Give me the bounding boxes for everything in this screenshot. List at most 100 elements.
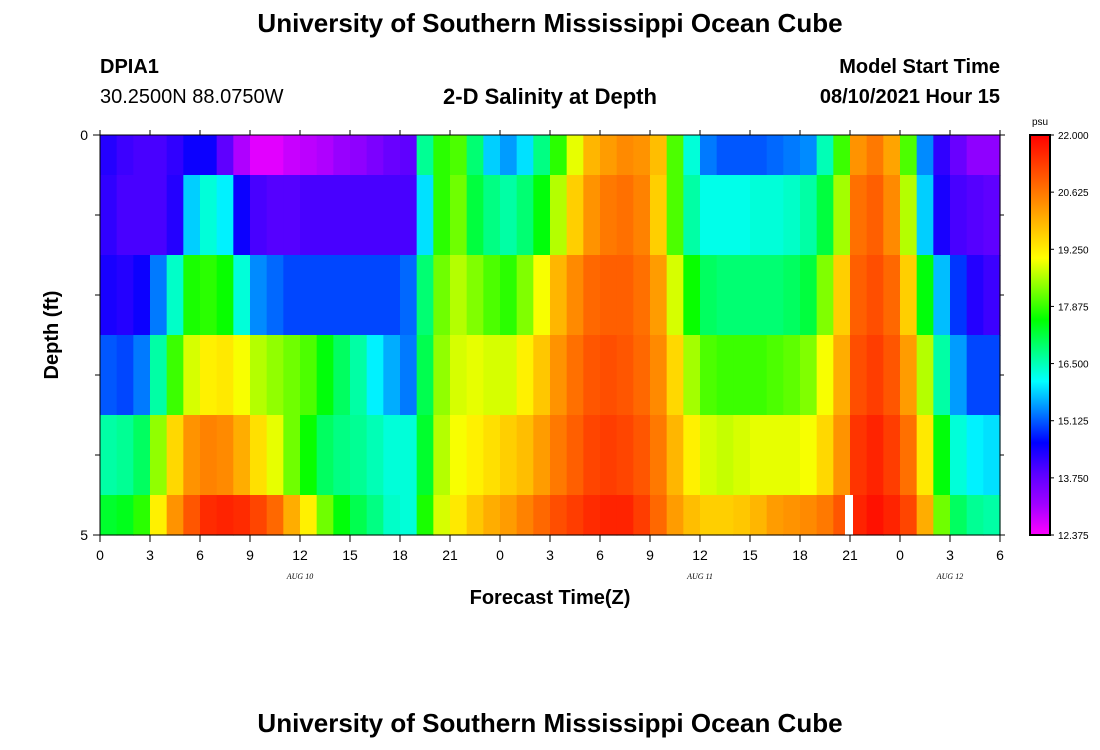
heatmap-cell xyxy=(316,415,334,496)
heatmap-cell xyxy=(583,495,601,536)
heatmap-cell xyxy=(316,335,334,416)
x-tick-label: 21 xyxy=(842,547,858,563)
heatmap-cell xyxy=(166,135,184,176)
heatmap-cell xyxy=(916,255,934,336)
heatmap-cell xyxy=(400,415,418,496)
heatmap-cell xyxy=(966,135,984,176)
heatmap-cell xyxy=(800,495,818,536)
heatmap-cell xyxy=(633,415,651,496)
heatmap-cell xyxy=(266,495,284,536)
heatmap-cell xyxy=(200,415,218,496)
heatmap-cell xyxy=(983,175,1001,256)
heatmap-cell xyxy=(466,335,484,416)
heatmap-cell xyxy=(866,255,884,336)
colorbar-label: 22.000 xyxy=(1058,131,1089,142)
heatmap-cell xyxy=(683,255,701,336)
heatmap-cell xyxy=(583,175,601,256)
heatmap-cell xyxy=(583,255,601,336)
heatmap-cell xyxy=(650,415,668,496)
heatmap-cell xyxy=(716,415,734,496)
heatmap-cell xyxy=(916,175,934,256)
heatmap-cell xyxy=(716,255,734,336)
heatmap-cell xyxy=(100,255,118,336)
heatmap-cell xyxy=(416,255,434,336)
heatmap-cell xyxy=(500,255,518,336)
heatmap-cell xyxy=(216,495,234,536)
heatmap-cell xyxy=(983,135,1001,176)
heatmap-cell xyxy=(283,335,301,416)
heatmap-cell xyxy=(516,175,534,256)
heatmap-cell xyxy=(116,135,134,176)
heatmap-cell xyxy=(550,415,568,496)
heatmap-cell xyxy=(983,415,1001,496)
heatmap-cell xyxy=(550,335,568,416)
heatmap-cell xyxy=(116,415,134,496)
heatmap-cell xyxy=(483,135,501,176)
heatmap-cell xyxy=(483,495,501,536)
heatmap-cell xyxy=(800,415,818,496)
heatmap-cell xyxy=(650,135,668,176)
heatmap-cell xyxy=(700,335,718,416)
heatmap-cell xyxy=(500,175,518,256)
heatmap-cell xyxy=(966,495,984,536)
heatmap-cell xyxy=(216,135,234,176)
heatmap-cell xyxy=(733,255,751,336)
heatmap-cell xyxy=(766,255,784,336)
heatmap-cell xyxy=(350,175,368,256)
heatmap-cell xyxy=(600,335,618,416)
x-tick-label: 18 xyxy=(792,547,808,563)
heatmap-cell xyxy=(166,495,184,536)
heatmap-cell xyxy=(950,175,968,256)
colorbar: psu 22.000 20.625 19.250 17.875 16.500 15.125 1… xyxy=(1029,117,1089,542)
heatmap-cell xyxy=(750,495,768,536)
heatmap-cell xyxy=(850,255,868,336)
y-tick-label: 5 xyxy=(80,527,88,543)
heatmap-cell xyxy=(816,495,834,536)
heatmap-cell xyxy=(233,335,251,416)
heatmap-cell xyxy=(183,135,201,176)
heatmap-cell xyxy=(783,175,801,256)
heatmap-cell xyxy=(883,255,901,336)
heatmap-cell xyxy=(883,135,901,176)
heatmap-cell xyxy=(933,175,951,256)
heatmap-cell xyxy=(316,135,334,176)
nowcast-marker-layer xyxy=(845,495,853,535)
heatmap-cell xyxy=(650,175,668,256)
x-tick-label: 3 xyxy=(546,547,554,563)
heatmap-cell xyxy=(783,135,801,176)
heatmap-cell xyxy=(116,495,134,536)
heatmap-cell xyxy=(816,415,834,496)
heatmap-cell xyxy=(116,175,134,256)
heatmap-cell xyxy=(783,335,801,416)
heatmap-cell xyxy=(950,255,968,336)
heatmap-cell xyxy=(800,175,818,256)
heatmap-cell xyxy=(733,415,751,496)
heatmap-cell xyxy=(650,495,668,536)
heatmap-cell xyxy=(150,135,168,176)
heatmap-cell xyxy=(233,495,251,536)
heatmap-cell xyxy=(350,135,368,176)
heatmap-cell xyxy=(950,415,968,496)
heatmap-cell xyxy=(316,495,334,536)
colorbar-label: 20.625 xyxy=(1058,188,1089,199)
heatmap-cell xyxy=(350,415,368,496)
heatmap-cell xyxy=(850,415,868,496)
heatmap-cell xyxy=(750,175,768,256)
heatmap-cell xyxy=(366,135,384,176)
heatmap-cell xyxy=(750,255,768,336)
heatmap-cell xyxy=(916,135,934,176)
heatmap-cell xyxy=(700,415,718,496)
heatmap-cell xyxy=(316,255,334,336)
heatmap-cell xyxy=(833,175,851,256)
x-tick-label: 3 xyxy=(146,547,154,563)
x-axis-title: Forecast Time(Z) xyxy=(470,587,631,609)
heatmap-cell xyxy=(500,135,518,176)
model-start-label: Model Start Time xyxy=(839,56,1000,78)
heatmap-cell xyxy=(616,255,634,336)
heatmap-cell xyxy=(200,495,218,536)
heatmap-cell xyxy=(566,135,584,176)
heatmap-cell xyxy=(633,135,651,176)
heatmap-cell xyxy=(833,335,851,416)
x-tick-label: 6 xyxy=(596,547,604,563)
